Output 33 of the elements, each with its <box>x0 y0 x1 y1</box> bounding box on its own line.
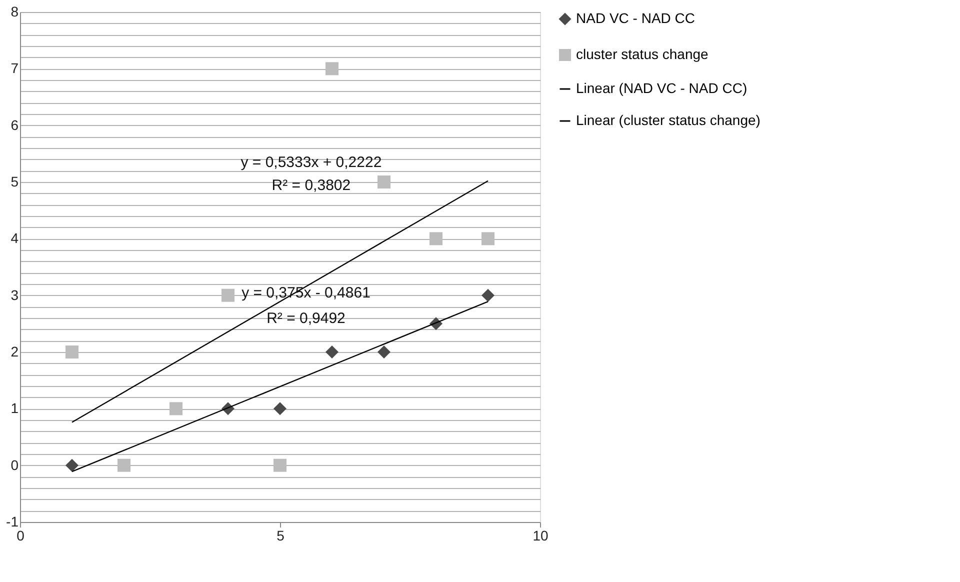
y-tick-label: 8 <box>10 4 19 20</box>
point <box>117 458 131 472</box>
y-tick-label: 0 <box>10 456 19 473</box>
y-tick-label: 2 <box>10 344 19 360</box>
y-tick-label: -1 <box>6 514 19 530</box>
point <box>325 62 339 76</box>
point <box>377 175 391 189</box>
y-tick-label: 5 <box>10 174 19 190</box>
point <box>481 232 495 246</box>
x-tick-label: 10 <box>532 528 548 544</box>
point <box>481 288 495 302</box>
point <box>65 345 79 359</box>
point <box>169 402 183 416</box>
y-tick-label: 6 <box>10 116 19 133</box>
legend-label: Linear (cluster status change) <box>576 112 760 128</box>
legend-label: NAD VC - NAD CC <box>576 10 696 26</box>
point <box>221 288 235 302</box>
annotation: y = 0,5333x + 0,2222 <box>240 154 382 171</box>
y-tick-label: 7 <box>10 60 19 76</box>
point <box>65 458 79 472</box>
y-tick-label: 3 <box>10 286 19 303</box>
x-tick-label: 5 <box>276 528 285 544</box>
annotation: R² = 0,9492 <box>266 310 346 327</box>
annotation: R² = 0,3802 <box>272 176 351 194</box>
y-tick-label: 1 <box>10 400 19 416</box>
point <box>377 345 391 359</box>
point <box>429 232 443 246</box>
point <box>325 345 339 359</box>
legend-label: Linear (NAD VC - NAD CC) <box>576 80 748 96</box>
point <box>273 402 287 416</box>
point <box>273 458 287 472</box>
y-tick-label: 4 <box>10 230 19 246</box>
legend-label: cluster status change <box>576 46 709 62</box>
